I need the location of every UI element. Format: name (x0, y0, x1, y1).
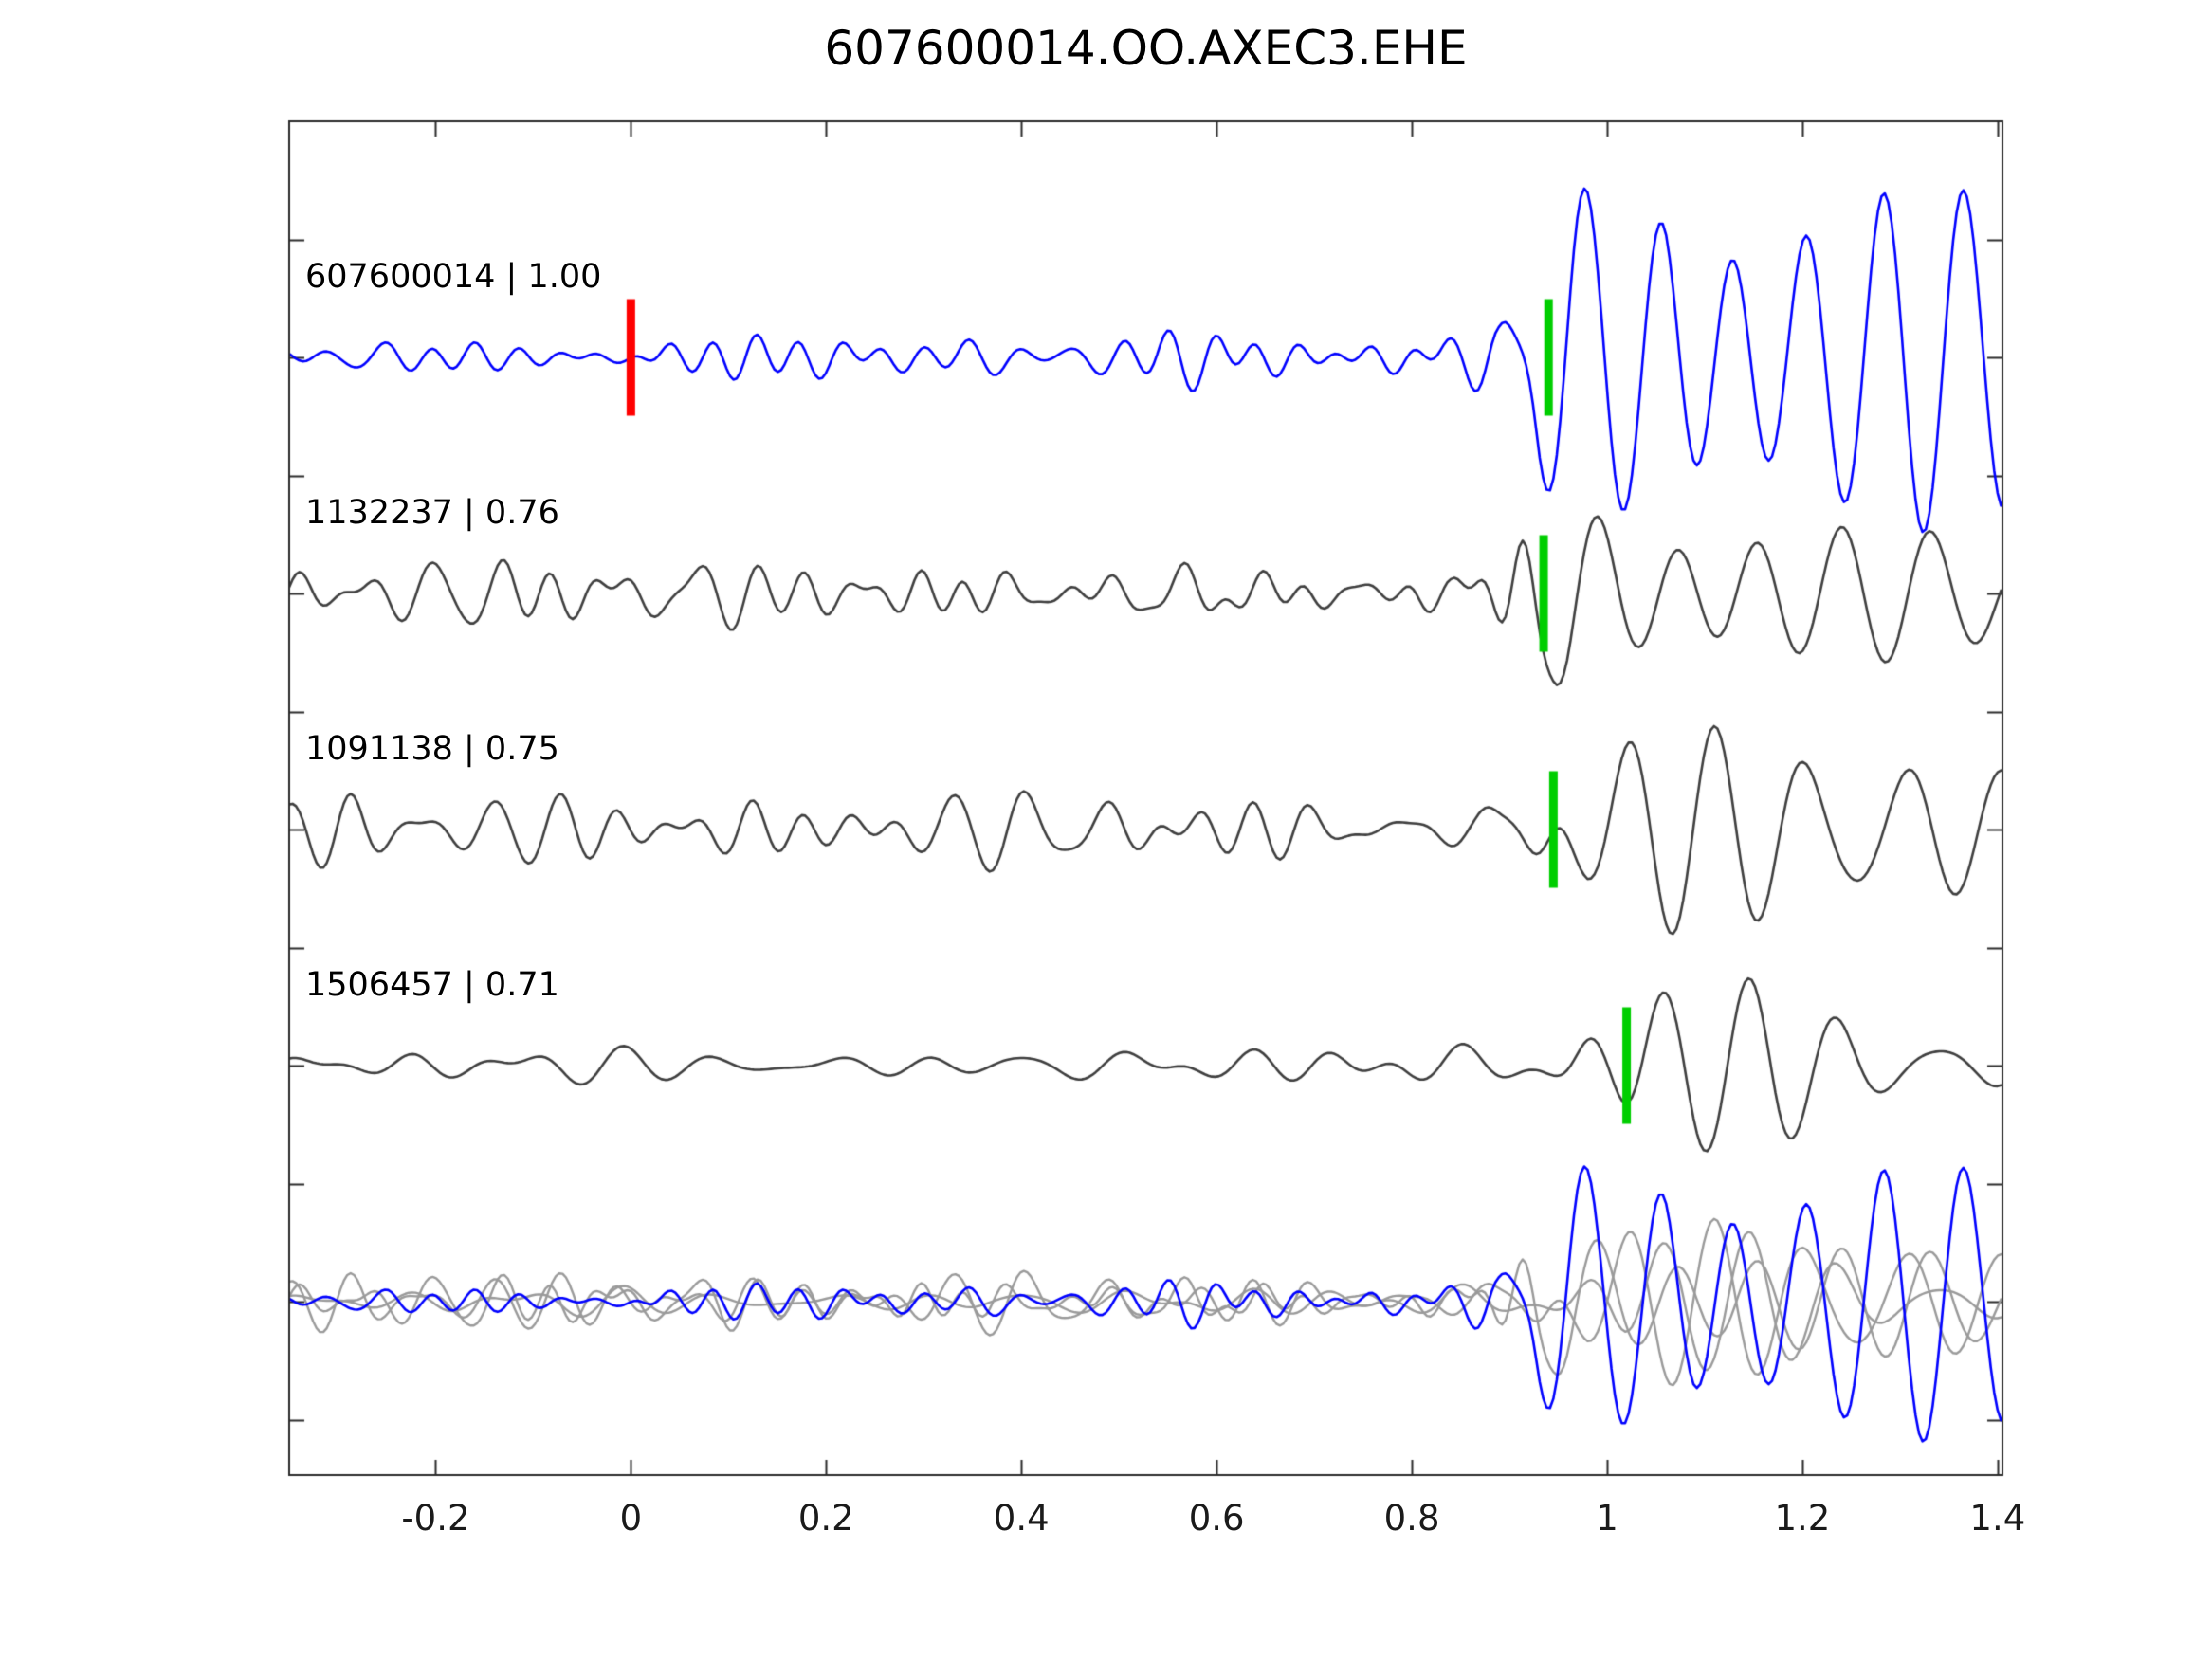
seismogram-figure: 607600014.OO.AXEC3.EHE 607600014 | 1.001… (0, 0, 2212, 1659)
waveform-plot-canvas (0, 0, 2212, 1659)
